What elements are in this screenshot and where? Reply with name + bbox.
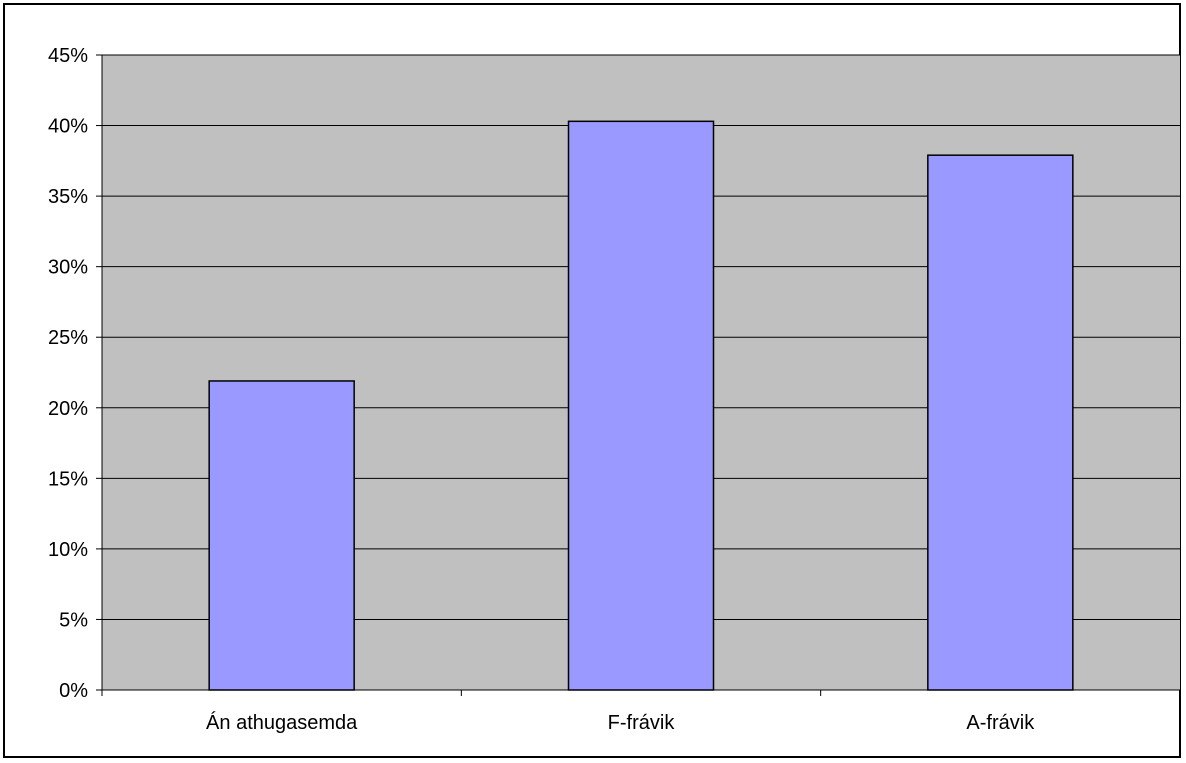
x-tick-label: Án athugasemda [206,711,358,734]
bar-1 [567,120,715,691]
bar-0 [208,380,355,691]
y-tick-label: 25% [48,327,88,349]
y-tick-label: 15% [48,468,88,490]
y-axis: 0% 5% 10% 15% 20% 25% 30% 35% 40% 45% [48,45,103,702]
y-tick-label: 45% [48,45,88,67]
y-tick-label: 30% [48,257,88,279]
y-tick-label: 40% [48,116,88,138]
x-axis: Án athugasemda F-frávik A-frávik [96,689,1181,734]
y-tick-label: 0% [59,680,88,702]
bar-2 [927,154,1074,691]
x-tick-label: A-frávik [966,712,1035,734]
y-tick-label: 5% [59,609,88,631]
y-tick-label: 10% [48,539,88,561]
y-tick-label: 20% [48,398,88,420]
bars [208,120,1074,691]
x-tick-label: F-frávik [608,712,676,734]
y-tick-label: 35% [48,186,88,208]
